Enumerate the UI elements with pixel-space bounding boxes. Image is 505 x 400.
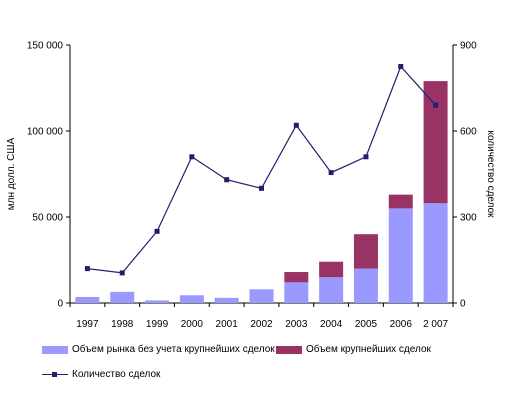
x-tick-label: 2005 bbox=[355, 319, 378, 330]
y-tick-label-left: 150 000 bbox=[27, 41, 64, 52]
bar-market-volume bbox=[249, 289, 274, 303]
point-deal-count bbox=[433, 102, 439, 108]
x-tick-label: 2001 bbox=[216, 319, 239, 330]
point-deal-count bbox=[398, 64, 404, 69]
x-tick-label: 1997 bbox=[76, 319, 99, 330]
y-tick-label-left: 100 000 bbox=[27, 127, 64, 138]
bar-market-volume bbox=[353, 268, 378, 303]
bar-market-volume bbox=[179, 295, 204, 303]
point-deal-count bbox=[293, 122, 299, 128]
bar-market-volume bbox=[214, 297, 239, 303]
point-deal-count bbox=[84, 266, 90, 272]
bar-market-volume bbox=[423, 203, 448, 303]
y-axis-title-right: количество сделок bbox=[485, 130, 496, 218]
y-tick-label-right: 900 bbox=[460, 41, 477, 52]
legend-item-deal-count: Количество сделок bbox=[42, 369, 160, 380]
bar-market-volume bbox=[388, 208, 413, 303]
bar-largest-deals bbox=[353, 234, 378, 269]
point-deal-count bbox=[119, 270, 125, 276]
x-tick-label: 2006 bbox=[390, 319, 413, 330]
legend-item-market-volume: Объем рынка без учета крупнейших сделок bbox=[42, 344, 275, 355]
point-deal-count bbox=[259, 185, 264, 191]
x-tick-label: 2002 bbox=[250, 319, 273, 330]
y-tick-label-left: 50 000 bbox=[32, 213, 63, 224]
legend-swatch-largest-deals bbox=[276, 345, 302, 354]
y-tick-label-left: 0 bbox=[57, 299, 63, 310]
y-tick-label-right: 0 bbox=[460, 299, 466, 310]
point-deal-count bbox=[328, 170, 334, 176]
bar-market-volume bbox=[110, 291, 135, 303]
x-tick-label: 1998 bbox=[111, 319, 134, 330]
bar-market-volume bbox=[75, 296, 100, 303]
legend-label-market-volume: Объем рынка без учета крупнейших сделок bbox=[72, 344, 275, 355]
point-deal-count bbox=[154, 228, 160, 234]
legend-label-largest-deals: Объем крупнейших сделок bbox=[306, 344, 431, 355]
point-deal-count bbox=[363, 154, 369, 160]
point-deal-count bbox=[189, 154, 195, 160]
y-axis-title-left: млн долл. США bbox=[6, 137, 17, 210]
line-deal-count bbox=[87, 65, 437, 274]
legend-label-deal-count: Количество сделок bbox=[72, 369, 161, 380]
bar-largest-deals bbox=[423, 81, 448, 204]
x-tick-label: 2004 bbox=[320, 319, 343, 330]
legend-item-largest-deals: Объем крупнейших сделок bbox=[276, 344, 431, 355]
bar-market-volume bbox=[284, 282, 309, 303]
bar-largest-deals bbox=[284, 272, 309, 283]
y-tick-label-right: 600 bbox=[460, 127, 477, 138]
bar-market-volume bbox=[145, 300, 170, 303]
x-tick-label: 2 007 bbox=[423, 319, 448, 330]
y-tick-label-right: 300 bbox=[460, 213, 477, 224]
legend-swatch-deal-count bbox=[42, 371, 68, 379]
bar-largest-deals bbox=[388, 194, 413, 209]
x-tick-label: 1999 bbox=[146, 319, 169, 330]
legend-swatch-market-volume bbox=[42, 345, 68, 354]
x-tick-label: 2003 bbox=[285, 319, 308, 330]
point-deal-count bbox=[224, 177, 230, 183]
bar-market-volume bbox=[319, 277, 344, 303]
x-tick-label: 2000 bbox=[181, 319, 204, 330]
bar-largest-deals bbox=[319, 261, 344, 278]
